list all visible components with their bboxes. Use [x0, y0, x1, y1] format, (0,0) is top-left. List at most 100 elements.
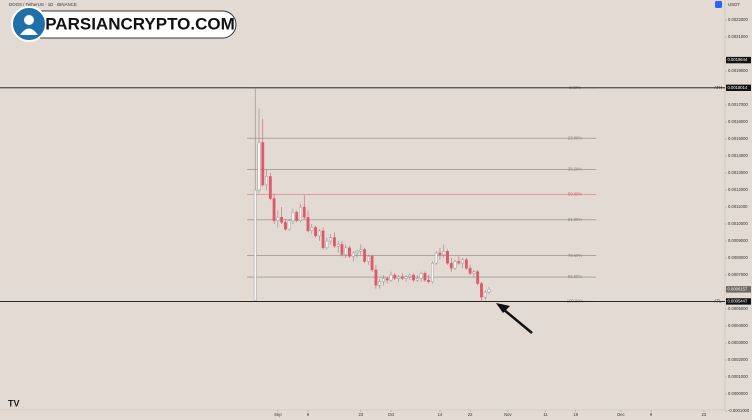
marker-price-tag-bg — [726, 56, 751, 64]
y-tick-label: 0.0015000 — [728, 136, 748, 141]
candle-body — [419, 273, 423, 279]
y-tick-label: 0.0022000 — [728, 17, 748, 22]
ath-price-tag-bg — [726, 84, 751, 92]
fib-label: 78.60% — [568, 253, 582, 258]
candle-body — [487, 289, 491, 293]
fib-label: 23.60% — [568, 135, 582, 140]
candle-body — [272, 198, 276, 221]
y-tick-label: 0.0009000 — [728, 238, 748, 243]
x-tick-label: 19 — [573, 412, 578, 417]
y-tick-label: 0.0005000 — [728, 306, 748, 311]
y-tick-label: 0.0014000 — [728, 153, 748, 158]
y-tick-label: 0.0007000 — [728, 272, 748, 277]
arrow-shaft — [502, 308, 533, 334]
candle-body — [389, 274, 393, 281]
fib-label: 61.80% — [568, 217, 582, 222]
candle-body — [355, 251, 359, 254]
candle-body — [472, 271, 476, 274]
y-tick-label: 0.0011000 — [728, 204, 748, 209]
marker-price-tag: 0.0019644 — [728, 57, 748, 62]
candle-body — [400, 276, 404, 279]
arrow — [496, 303, 533, 334]
candle-body — [404, 276, 408, 279]
candle-body — [363, 249, 366, 262]
x-tick-label: 9 — [650, 412, 653, 417]
fib-label: 50.00% — [568, 192, 582, 197]
candle-body — [329, 237, 333, 242]
x-tick-label: Oct — [388, 412, 395, 417]
candle-body — [314, 227, 317, 237]
candle-body — [284, 222, 287, 230]
candle-body — [287, 220, 291, 230]
candle-body — [348, 247, 351, 257]
y-tick-label: 0.0019000 — [728, 68, 748, 73]
watermark-logo-head — [24, 15, 34, 25]
candle-body — [253, 189, 257, 301]
x-tick-label: 22 — [468, 412, 473, 417]
candle-body — [366, 256, 370, 262]
y-tick-label: 0.0000000 — [728, 391, 748, 396]
x-tick-label: 9 — [307, 412, 310, 417]
candle-body — [306, 217, 310, 232]
candle-body — [374, 269, 378, 286]
candle-body — [317, 230, 321, 237]
y-tick-label: -0.0001000 — [728, 408, 750, 413]
last-price-tag: 0.0006157 — [728, 286, 748, 291]
candle-body — [295, 211, 299, 221]
candle-body — [457, 261, 461, 264]
y-tick-label: 0.0013000 — [728, 170, 748, 175]
extreme-label: ATH — [714, 85, 722, 90]
candle-body — [468, 268, 472, 274]
candle-body — [359, 249, 363, 252]
y-tick-label: 0.0017000 — [728, 102, 748, 107]
candle-body — [385, 278, 389, 281]
candle-body — [268, 176, 272, 199]
candle-body — [299, 206, 302, 221]
tv-logo: TV — [8, 398, 20, 408]
candle-body — [423, 273, 427, 281]
plot-area: 0.0022000 0.0021000 0.0019000 0.0017000 0.00… — [0, 17, 750, 417]
candle-body — [261, 142, 265, 186]
candle-body — [351, 252, 355, 257]
candle-body — [276, 217, 280, 221]
candle-body — [427, 279, 431, 283]
candle-body — [438, 252, 442, 255]
candle-body — [302, 206, 306, 218]
y-tick-label: 0.0004000 — [728, 323, 748, 328]
candle-body — [265, 176, 268, 186]
watermark-logo-body — [20, 28, 38, 35]
candle-body — [378, 281, 382, 286]
x-tick-label: Dec — [617, 412, 624, 417]
currency: USDT — [728, 2, 740, 7]
fib-label: 88.60% — [568, 274, 582, 279]
candle-body — [280, 217, 284, 223]
x-tick-label: 11 — [543, 412, 548, 417]
y-tick-label: 0.0001000 — [728, 374, 748, 379]
candle-body — [480, 283, 483, 298]
y-tick-label: 0.0003000 — [728, 340, 748, 345]
candle-body — [461, 259, 464, 264]
candle-body — [370, 256, 374, 271]
x-tick-label: 14 — [438, 412, 443, 417]
candle-body — [415, 278, 419, 281]
candle-body — [321, 230, 325, 249]
chart-title: DOGS / TetherUS · 1D · BINANCE — [9, 2, 77, 7]
candle-body — [476, 271, 480, 284]
candle-body — [336, 244, 340, 247]
candle-body — [464, 259, 468, 269]
x-tick-label: Sep — [274, 412, 282, 417]
watermark-text: PARSIANCRYPTO.COM — [45, 14, 235, 33]
atl-price-tag: 0.0005447 — [728, 299, 748, 304]
watermark: PARSIANCRYPTO.COM — [11, 6, 237, 42]
candle-body — [397, 276, 400, 279]
x-tick-label: 23 — [702, 412, 707, 417]
y-tick-label: 0.0021000 — [728, 34, 748, 39]
candle-body — [434, 252, 438, 264]
x-tick-label: 23 — [358, 412, 363, 417]
extreme-label: ATL — [714, 299, 722, 304]
y-tick-label: 0.0002000 — [728, 357, 748, 362]
y-tick-label: 0.0008000 — [728, 255, 748, 260]
